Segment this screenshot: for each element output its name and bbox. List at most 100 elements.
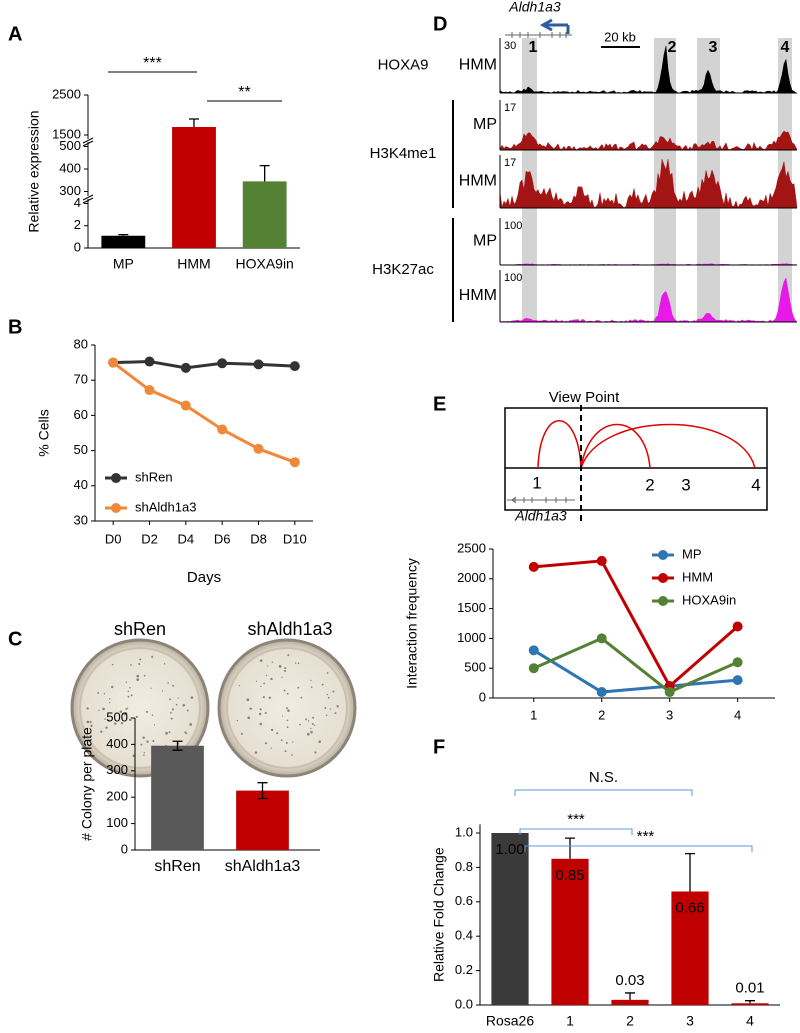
colony	[129, 686, 131, 689]
colony	[120, 722, 124, 725]
data-point	[664, 687, 675, 698]
colony	[318, 740, 322, 743]
error-bar	[685, 852, 695, 892]
legend-marker	[658, 550, 668, 560]
legend-marker	[111, 473, 121, 483]
data-point	[180, 400, 191, 411]
colony	[249, 707, 252, 710]
colony	[334, 712, 337, 715]
colony	[98, 709, 100, 712]
colony	[259, 708, 262, 711]
y-tick-label: 100	[106, 815, 128, 830]
significance-label: ***	[143, 55, 162, 72]
colony	[130, 694, 133, 697]
anchor-label: 3	[681, 475, 690, 494]
colony	[103, 693, 106, 695]
colony	[143, 674, 146, 677]
data-point	[144, 356, 155, 367]
y-tick-label: 80	[74, 336, 88, 351]
error-bar	[259, 164, 270, 182]
x-tick-label: MP	[113, 256, 134, 272]
x-tick-label: 3	[666, 707, 673, 722]
region-label: 3	[709, 39, 718, 56]
data-point	[528, 645, 539, 656]
anchor-label: 4	[751, 475, 760, 494]
colony	[300, 696, 303, 699]
plate-rim	[226, 647, 348, 769]
colony	[297, 662, 300, 665]
legend-label: shAldh1a3	[135, 499, 196, 514]
legend-label: MP	[682, 546, 702, 561]
track-scale: 100	[504, 220, 522, 232]
colony	[313, 724, 316, 727]
panel-label: E	[433, 393, 446, 415]
colony	[270, 747, 272, 749]
bar	[551, 858, 589, 1005]
colony	[126, 707, 129, 710]
colony	[136, 678, 140, 682]
colony	[258, 712, 262, 716]
data-point	[596, 633, 607, 644]
bar	[236, 790, 289, 850]
bar	[611, 999, 649, 1005]
colony	[186, 709, 189, 712]
colony	[190, 696, 194, 699]
error-bar	[118, 233, 129, 236]
colony	[336, 705, 339, 708]
value-label: 1.00	[495, 841, 524, 858]
colony	[283, 689, 286, 692]
y-tick-label: 30	[74, 512, 88, 527]
error-bar	[745, 1000, 755, 1004]
colony	[310, 679, 312, 682]
colony	[306, 732, 310, 736]
y-tick-label: 0	[74, 239, 81, 254]
value-label: 0.85	[555, 867, 584, 884]
legend-label: HOXA9in	[682, 592, 736, 607]
track-cell-label: MP	[473, 116, 497, 133]
x-tick-label: Rosa26	[486, 1013, 534, 1029]
colony	[294, 662, 297, 664]
colony	[326, 693, 328, 696]
signal-track	[499, 277, 798, 323]
bar	[671, 891, 709, 1005]
colony	[281, 676, 283, 678]
data-point	[253, 443, 264, 454]
data-point	[108, 357, 119, 368]
colony	[264, 712, 267, 715]
bar	[242, 181, 287, 248]
colony	[143, 752, 145, 754]
value-label: 0.66	[675, 899, 704, 916]
colony	[285, 707, 288, 710]
colony	[138, 662, 141, 666]
panel-label: F	[433, 736, 445, 758]
colony	[145, 710, 148, 713]
colony	[105, 726, 108, 729]
y-tick-label: 0	[121, 841, 128, 856]
colony	[268, 696, 272, 699]
anchor-label: 2	[645, 475, 654, 494]
loop-box	[504, 407, 768, 511]
track-cell-label: HMM	[459, 57, 497, 74]
colony	[130, 664, 132, 666]
plate-label: shRen	[114, 619, 166, 639]
x-tick-label: 3	[686, 1013, 694, 1029]
y-tick-label: 0.4	[455, 928, 473, 943]
loop-arc	[580, 423, 651, 469]
x-axis-label: Days	[187, 569, 221, 586]
colony	[127, 690, 130, 693]
panel-label: B	[8, 316, 22, 338]
signal-track	[499, 45, 798, 94]
gene-arrow	[539, 18, 570, 34]
colony	[152, 739, 155, 743]
colony	[297, 686, 300, 689]
legend-marker	[658, 573, 668, 583]
colony	[259, 722, 263, 726]
colony	[171, 708, 175, 711]
series-line	[532, 649, 738, 694]
x-tick-label: shAldh1a3	[225, 858, 301, 875]
track-scale: 100	[504, 272, 522, 284]
colony	[286, 726, 289, 729]
colony	[108, 702, 111, 704]
y-tick-label: 50	[74, 442, 88, 457]
colony	[135, 715, 138, 718]
